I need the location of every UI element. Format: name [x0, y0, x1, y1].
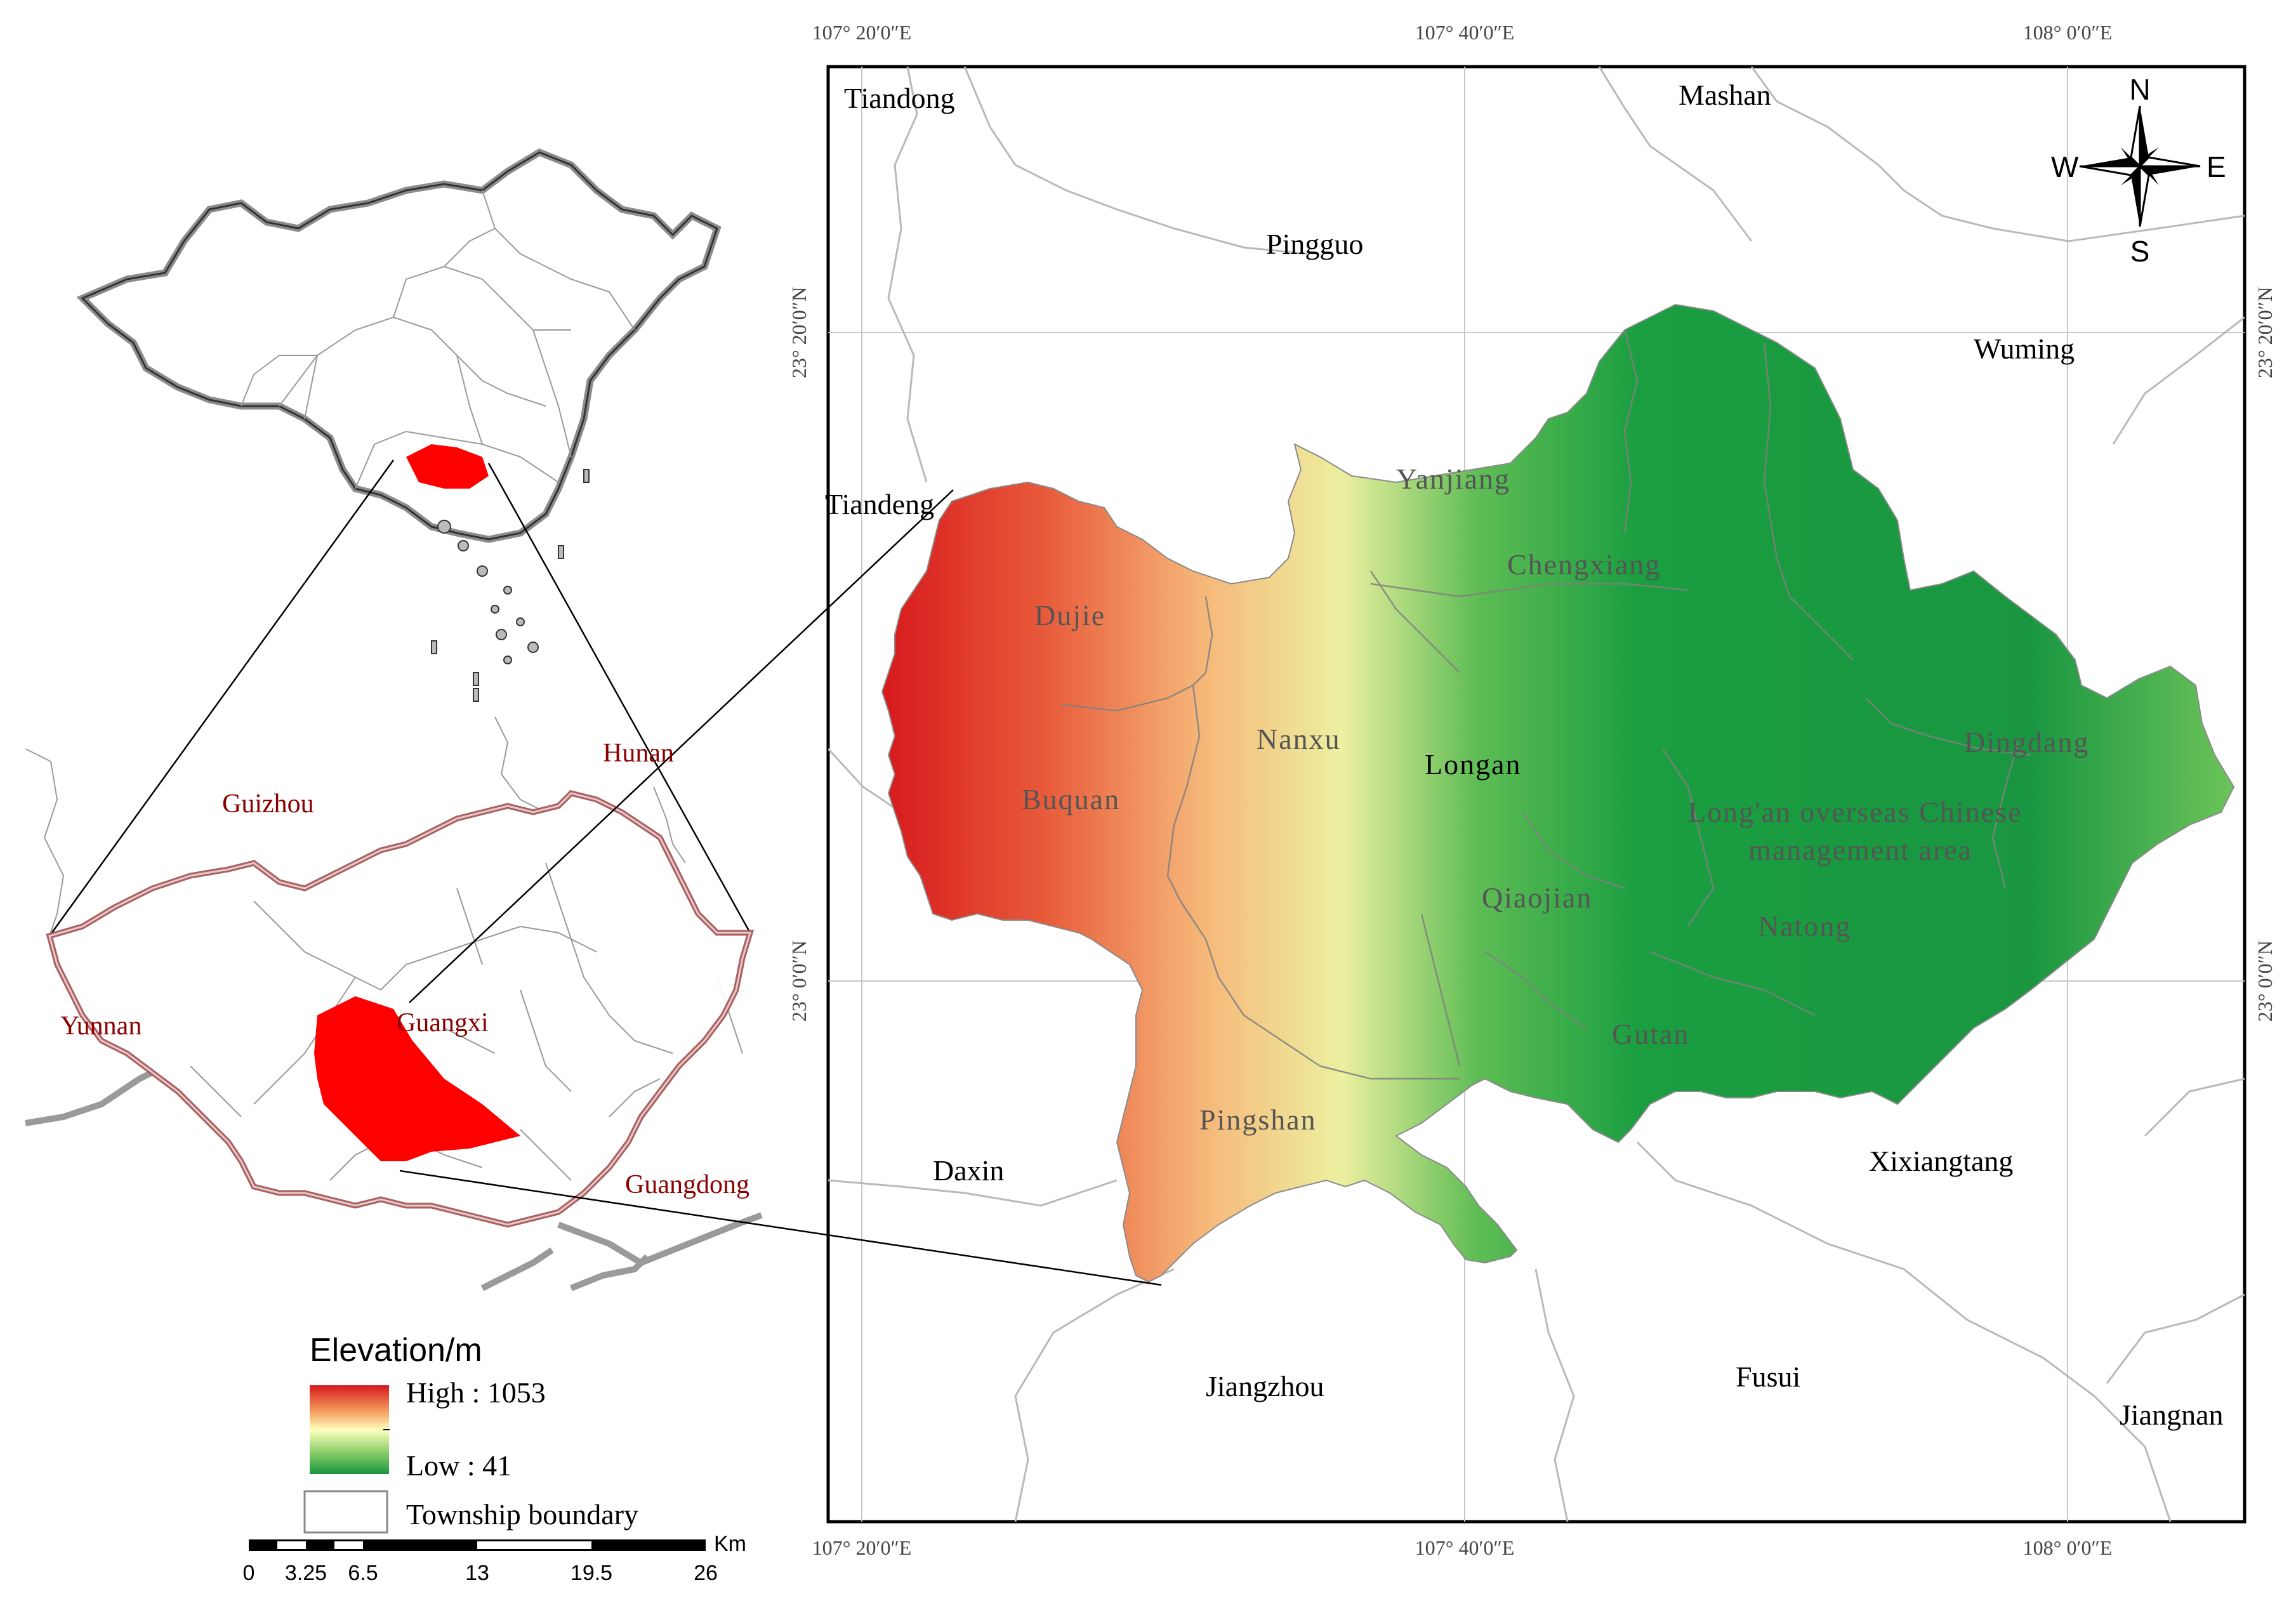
elevation-color-ramp: [310, 1385, 389, 1474]
province-labels: Guizhou Hunan Yunnan Guangxi Guangdong: [60, 739, 749, 1199]
label-chengxiang: Chengxiang: [1507, 548, 1661, 581]
lat-label-left-2: 23° 0′0″N: [788, 940, 810, 1022]
bottom-longitude-labels: 107° 20′0″E 107° 40′0″E 108° 0′0″E: [812, 1536, 2113, 1559]
lon-label-top-1: 107° 20′0″E: [812, 21, 912, 44]
main-map: 107° 20′0″E 107° 40′0″E 108° 0′0″E 107° …: [788, 21, 2276, 1559]
north-label: N: [2129, 73, 2150, 106]
label-guangdong: Guangdong: [625, 1170, 749, 1199]
township-boundaries: [1059, 329, 2031, 1080]
township-labels: Yanjiang Chengxiang Dujie Nanxu Longan B…: [1022, 463, 2089, 1136]
lon-label-top-2: 107° 40′0″E: [1415, 21, 1515, 44]
scale-bar: Km 0 3.25 6.5 13 19.5 26: [243, 1532, 746, 1585]
label-jiangzhou: Jiangzhou: [1206, 1370, 1324, 1402]
south-china-sea-islands: [431, 469, 590, 702]
north-arrow: N S E W: [2051, 73, 2226, 268]
lon-label-bottom-1: 107° 20′0″E: [812, 1536, 912, 1559]
label-wuming: Wuming: [1974, 333, 2075, 365]
legend-title: Elevation/m: [310, 1332, 482, 1369]
label-yunnan: Yunnan: [60, 1011, 142, 1041]
lon-label-top-3: 108° 0′0″E: [2023, 21, 2113, 44]
left-latitude-labels: 23° 20′0″N 23° 0′0″N: [788, 287, 810, 1022]
lat-label-right-2: 23° 0′0″N: [2253, 940, 2276, 1022]
inset-connector-right: [487, 463, 751, 933]
guangxi-highlight-china: [406, 444, 489, 489]
region-connector-top: [409, 489, 954, 1003]
top-longitude-labels: 107° 20′0″E 107° 40′0″E 108° 0′0″E: [812, 21, 2113, 44]
label-overseas-line1: Long'an overseas Chinese: [1688, 796, 2022, 828]
label-nanxu: Nanxu: [1257, 723, 1341, 755]
china-inset: [48, 148, 751, 937]
label-dujie: Dujie: [1034, 599, 1105, 631]
region-connector-bottom: [399, 1169, 1162, 1286]
neighbor-boundaries: [828, 67, 2245, 1522]
label-guangxi: Guangxi: [397, 1008, 489, 1038]
inset-connector-left: [48, 459, 395, 937]
west-label: W: [2051, 150, 2079, 183]
south-label: S: [2130, 235, 2150, 268]
lon-label-bottom-2: 107° 40′0″E: [1415, 1536, 1515, 1559]
label-daxin: Daxin: [933, 1154, 1004, 1187]
label-xixiangtang: Xixiangtang: [1869, 1145, 2013, 1177]
nanning-highlight: [314, 996, 520, 1161]
scale-unit: Km: [714, 1532, 746, 1556]
label-longan: Longan: [1425, 748, 1522, 781]
legend-high: High : 1053: [406, 1376, 546, 1409]
label-gutan: Gutan: [1612, 1018, 1689, 1050]
scale-tick-1: 3.25: [285, 1561, 327, 1585]
scale-tick-0: 0: [243, 1561, 255, 1585]
guangxi-inset: Guizhou Hunan Yunnan Guangxi Guangdong: [25, 489, 1162, 1291]
label-pingguo: Pingguo: [1266, 228, 1363, 260]
label-tiandeng: Tiandeng: [825, 488, 934, 520]
label-pingshan: Pingshan: [1199, 1104, 1317, 1136]
label-dingdang: Dingdang: [1964, 726, 2089, 758]
scale-tick-4: 19.5: [571, 1561, 612, 1585]
scale-tick-3: 13: [465, 1561, 489, 1585]
label-fusui: Fusui: [1736, 1361, 1800, 1393]
label-jiangnan: Jiangnan: [2120, 1399, 2224, 1431]
scale-tick-5: 26: [694, 1561, 718, 1585]
label-buquan: Buquan: [1022, 783, 1120, 815]
legend-boundary: Township boundary: [406, 1498, 638, 1531]
guangxi-city-lines: [190, 862, 673, 1181]
east-label: E: [2207, 150, 2226, 183]
scale-tick-2: 6.5: [348, 1561, 378, 1585]
china-province-lines: [241, 190, 635, 489]
neighbor-labels: Tiandong Mashan Pingguo Wuming Tiandeng …: [825, 79, 2224, 1431]
label-qiaojian: Qiaojian: [1482, 881, 1592, 914]
label-yanjiang: Yanjiang: [1396, 463, 1510, 495]
legend-low: Low : 41: [406, 1449, 511, 1482]
label-mashan: Mashan: [1679, 79, 1771, 111]
label-guizhou: Guizhou: [222, 789, 314, 819]
neighbor-gray-borders: [25, 1069, 763, 1291]
lat-label-right-1: 23° 20′0″N: [2253, 287, 2276, 378]
label-hunan: Hunan: [603, 739, 674, 768]
label-natong: Natong: [1758, 910, 1851, 942]
label-overseas-line2: management area: [1748, 834, 1972, 866]
right-latitude-labels: 23° 20′0″N 23° 0′0″N: [2253, 287, 2276, 1022]
lon-label-bottom-3: 108° 0′0″E: [2023, 1536, 2113, 1559]
boundary-swatch: [303, 1490, 388, 1534]
outer-neighbor-lines: [25, 716, 743, 1054]
lat-label-left-1: 23° 20′0″N: [788, 287, 810, 378]
label-tiandong: Tiandong: [844, 82, 955, 114]
legend: Elevation/m High : 1053 Low : 41 Townshi…: [303, 1332, 638, 1534]
